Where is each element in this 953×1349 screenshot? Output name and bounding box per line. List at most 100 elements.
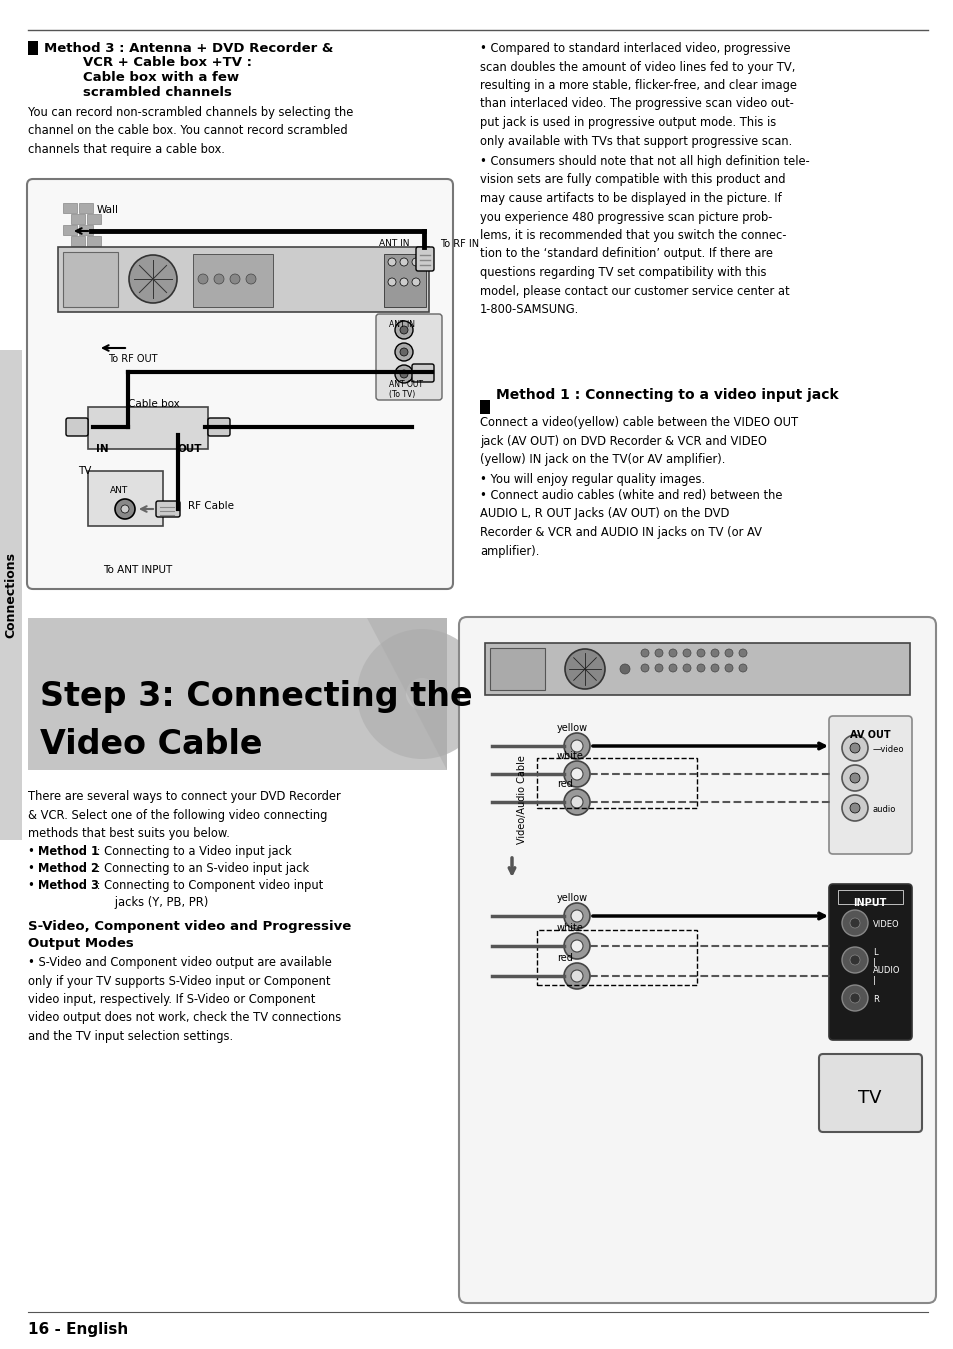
FancyBboxPatch shape	[375, 314, 441, 401]
Bar	[837, 890, 902, 904]
Text: white: white	[557, 751, 583, 761]
Circle shape	[849, 743, 859, 753]
Circle shape	[724, 649, 732, 657]
Bar	[384, 254, 426, 308]
Bar	[88, 471, 163, 526]
Bar	[79, 202, 92, 213]
Text: ANT: ANT	[110, 486, 128, 495]
Circle shape	[849, 773, 859, 782]
Circle shape	[668, 649, 677, 657]
FancyBboxPatch shape	[66, 418, 88, 436]
Bar	[63, 252, 118, 308]
Circle shape	[619, 664, 629, 674]
Circle shape	[841, 985, 867, 1010]
Circle shape	[571, 741, 582, 751]
Bar	[79, 225, 92, 235]
Bar	[87, 214, 101, 224]
Text: To RF IN: To RF IN	[439, 239, 478, 250]
Circle shape	[115, 499, 135, 519]
Text: white: white	[557, 923, 583, 934]
Circle shape	[849, 993, 859, 1004]
Text: Connections: Connections	[5, 552, 17, 638]
FancyBboxPatch shape	[412, 364, 434, 382]
FancyBboxPatch shape	[156, 500, 180, 517]
Circle shape	[571, 796, 582, 808]
Text: ANT IN: ANT IN	[389, 320, 415, 329]
Circle shape	[395, 366, 413, 383]
FancyBboxPatch shape	[27, 179, 453, 590]
Circle shape	[399, 258, 408, 266]
Text: R: R	[872, 996, 878, 1004]
Bar	[0, 349, 22, 840]
Circle shape	[129, 255, 177, 304]
Text: •: •	[28, 880, 38, 892]
Circle shape	[230, 274, 240, 285]
Text: • You will enjoy regular quality images.: • You will enjoy regular quality images.	[479, 473, 704, 486]
Circle shape	[841, 947, 867, 973]
Circle shape	[563, 934, 589, 959]
Circle shape	[198, 274, 208, 285]
Text: Step 3: Connecting the: Step 3: Connecting the	[40, 680, 472, 714]
Text: jacks (Y, PB, PR): jacks (Y, PB, PR)	[92, 896, 208, 909]
Text: : Connecting to a Video input jack: : Connecting to a Video input jack	[92, 844, 292, 858]
Polygon shape	[367, 618, 447, 770]
Text: •: •	[28, 844, 38, 858]
Text: ANT IN: ANT IN	[378, 239, 409, 248]
Text: • Connect audio cables (white and red) between the
AUDIO L, R OUT Jacks (AV OUT): • Connect audio cables (white and red) b…	[479, 488, 781, 557]
Circle shape	[406, 679, 437, 710]
Bar	[63, 225, 77, 235]
Bar	[63, 202, 77, 213]
Text: L: L	[872, 948, 877, 956]
Circle shape	[640, 649, 648, 657]
Circle shape	[564, 649, 604, 689]
FancyBboxPatch shape	[828, 716, 911, 854]
Text: To RF OUT: To RF OUT	[108, 353, 157, 364]
Circle shape	[655, 664, 662, 672]
Circle shape	[563, 789, 589, 815]
FancyBboxPatch shape	[208, 418, 230, 436]
Text: AUDIO: AUDIO	[872, 966, 900, 975]
Bar	[28, 40, 38, 55]
Bar	[71, 236, 85, 246]
Circle shape	[739, 664, 746, 672]
Circle shape	[563, 733, 589, 759]
Text: red: red	[557, 778, 572, 789]
Circle shape	[399, 326, 408, 335]
Circle shape	[849, 919, 859, 928]
Text: Wall: Wall	[97, 205, 119, 214]
Text: INPUT: INPUT	[852, 898, 885, 908]
Circle shape	[710, 664, 719, 672]
Text: |: |	[872, 958, 875, 967]
Circle shape	[571, 768, 582, 780]
Text: ANT OUT
(To TV): ANT OUT (To TV)	[389, 380, 422, 399]
Text: TV: TV	[78, 465, 91, 476]
Text: You can record non-scrambled channels by selecting the
channel on the cable box.: You can record non-scrambled channels by…	[28, 107, 353, 156]
Circle shape	[213, 274, 224, 285]
Circle shape	[682, 664, 690, 672]
Circle shape	[640, 664, 648, 672]
Circle shape	[841, 795, 867, 822]
Circle shape	[697, 649, 704, 657]
Circle shape	[395, 343, 413, 362]
Circle shape	[388, 278, 395, 286]
FancyBboxPatch shape	[458, 616, 935, 1303]
Circle shape	[849, 955, 859, 965]
Circle shape	[399, 278, 408, 286]
Circle shape	[388, 258, 395, 266]
Circle shape	[412, 258, 419, 266]
Circle shape	[841, 735, 867, 761]
Bar	[28, 618, 447, 770]
Text: red: red	[557, 952, 572, 963]
Text: Method 1 : Connecting to a video input jack: Method 1 : Connecting to a video input j…	[496, 389, 838, 402]
Text: • Consumers should note that not all high definition tele-
vision sets are fully: • Consumers should note that not all hig…	[479, 155, 809, 316]
Text: yellow: yellow	[557, 893, 587, 902]
Circle shape	[668, 664, 677, 672]
Circle shape	[563, 963, 589, 989]
Text: S-Video, Component video and Progressive
Output Modes: S-Video, Component video and Progressive…	[28, 920, 351, 950]
Bar	[71, 214, 85, 224]
Text: Video Cable: Video Cable	[40, 728, 262, 761]
Text: VCR + Cable box +TV :: VCR + Cable box +TV :	[83, 57, 252, 69]
Text: Method 3 : Antenna + DVD Recorder &: Method 3 : Antenna + DVD Recorder &	[44, 42, 333, 55]
Circle shape	[739, 649, 746, 657]
Bar	[88, 407, 208, 449]
